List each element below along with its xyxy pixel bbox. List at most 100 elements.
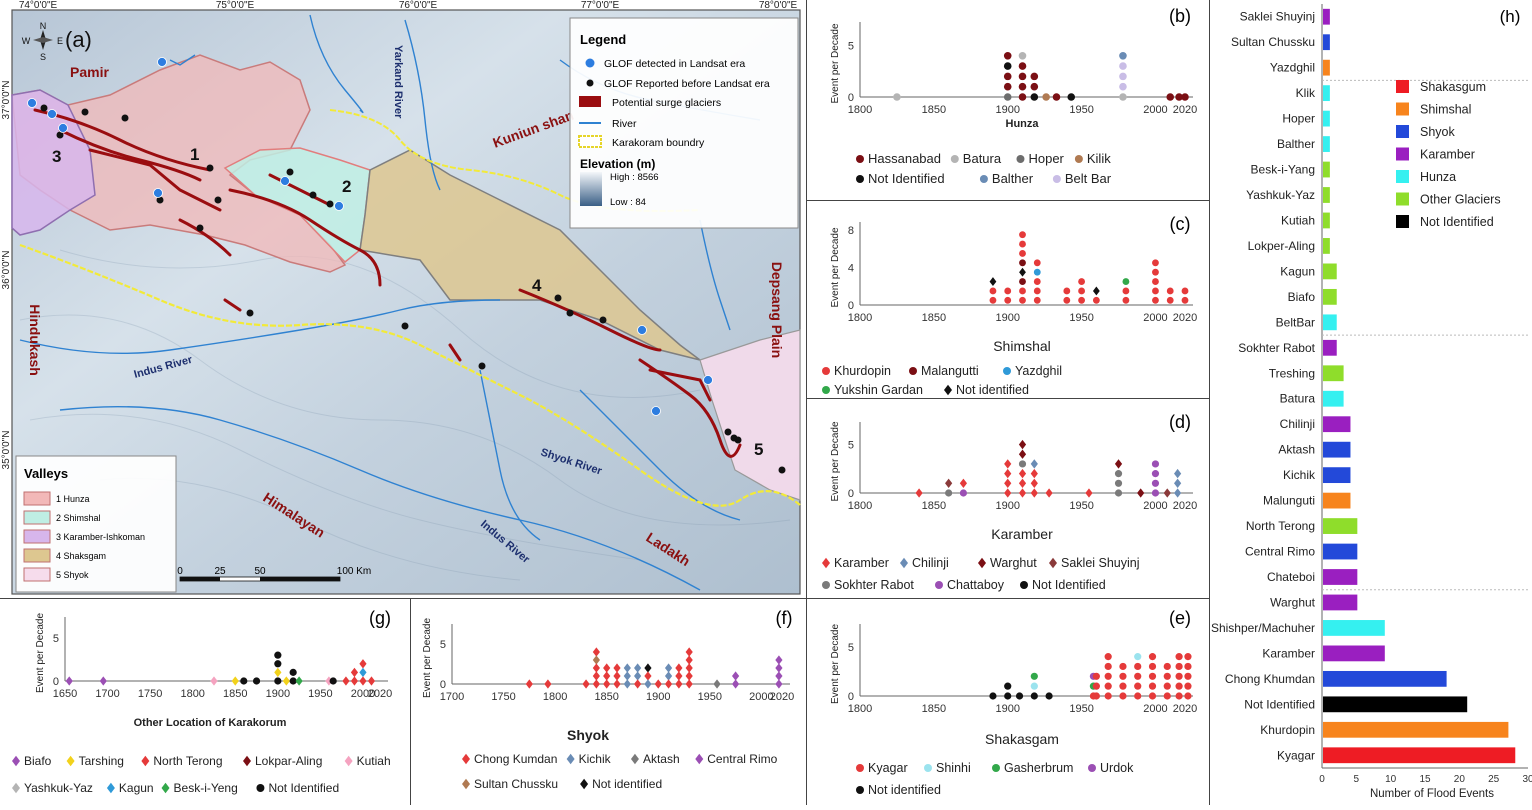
data-point (1004, 682, 1012, 690)
data-point (685, 679, 693, 689)
data-point (1166, 93, 1175, 101)
category-label: Kutiah (1281, 213, 1315, 227)
data-point (1063, 296, 1071, 304)
lon-label: 76°0'0"E (399, 0, 438, 11)
legend-entry: Biafo (24, 754, 52, 768)
lon-label: 77°0'0"E (581, 0, 620, 11)
chart-c-svg: (c) 1800 1850 1900 1950 2000 2020 0 4 8 Event per … (822, 214, 1197, 397)
legend-entry: Shimshal (1420, 103, 1471, 117)
data-point (1134, 672, 1142, 680)
data-point (1134, 692, 1142, 700)
data-point (1114, 470, 1123, 478)
category-label: Sultan Chussku (1231, 35, 1315, 49)
x-tick-label: 1950 (698, 691, 722, 703)
x-tick-label: 1850 (594, 691, 618, 703)
data-point (989, 287, 997, 295)
valley-number: 4 (532, 276, 542, 295)
y-tick-label: 5 (848, 40, 854, 52)
chart-panel-e: (e) 1800 1850 1900 1950 2000 2020 0 5 Event per D… (810, 600, 1208, 805)
data-point (274, 677, 282, 685)
data-point (644, 663, 652, 673)
data-point (1134, 682, 1142, 690)
compass-icon: N S E W (22, 21, 63, 62)
divider (806, 0, 807, 805)
data-point (1119, 682, 1127, 690)
lon-label: 75°0'0"E (216, 0, 255, 11)
x-tick-label: 1900 (995, 104, 1019, 116)
data-point (1003, 93, 1012, 101)
bar (1323, 136, 1330, 152)
bar (1323, 161, 1330, 178)
category-label: Not Identified (1244, 697, 1315, 711)
legend-swatch (1396, 215, 1409, 228)
legend-entry: Kichik (579, 752, 612, 766)
x-tick-label: 1800 (180, 688, 204, 700)
x-tick-label: 2000 (1143, 312, 1167, 324)
x-tick-label: 2020 (1173, 500, 1197, 512)
x-axis-label: Hunza (1006, 118, 1040, 130)
data-point (329, 677, 337, 685)
x-axis-label: Other Location of Karakorum (134, 717, 287, 729)
legend-item: Potential surge glaciers (612, 97, 721, 109)
data-point (1092, 682, 1100, 690)
legend-marker (141, 755, 150, 767)
data-point (1003, 82, 1012, 91)
legend-marker (856, 175, 864, 183)
x-tick-label: 1850 (223, 688, 247, 700)
data-point (295, 676, 303, 686)
y-axis-label: Event per Decade (422, 618, 433, 698)
data-point (1166, 296, 1174, 304)
x-tick-label: 0 (1319, 774, 1325, 785)
x-tick-label: 2020 (1173, 104, 1197, 116)
data-point (1078, 296, 1085, 304)
legend-marker (1003, 367, 1011, 375)
category-label: Yazdghil (1270, 61, 1315, 75)
x-tick-label: 2000 (1143, 703, 1167, 715)
category-label: Yashkuk-Yaz (1246, 188, 1315, 202)
data-point (1019, 259, 1026, 267)
data-point (1018, 468, 1027, 479)
valley-number: 3 (52, 147, 61, 166)
bar (1323, 721, 1509, 738)
bar (1323, 187, 1330, 203)
valley-number: 2 (342, 177, 351, 196)
legend-entry: Karamber (834, 556, 889, 570)
y-axis-label: Event per Decade (830, 23, 841, 103)
data-point (1181, 93, 1189, 101)
legend-entry: Other Glaciers (1420, 193, 1501, 207)
data-point (634, 679, 642, 689)
bar (1323, 492, 1351, 509)
legend-elevation-low: Low : 84 (610, 197, 646, 208)
legend-entry: Kilik (1087, 151, 1111, 166)
x-tick-label: 1900 (266, 688, 290, 700)
lon-label: 78°0'0"E (759, 0, 798, 11)
y-tick-label: 0 (848, 691, 854, 703)
y-tick-label: 0 (848, 300, 854, 312)
data-point (685, 647, 693, 657)
panel-label: (c) (1170, 214, 1191, 234)
data-point (1042, 93, 1050, 101)
data-point (350, 667, 359, 678)
x-tick-label: 1950 (1069, 703, 1093, 715)
data-point (1122, 296, 1130, 304)
x-tick-label: 2020 (1173, 703, 1197, 715)
data-point (1092, 672, 1100, 680)
legend-marker (822, 386, 830, 394)
data-point (1004, 488, 1012, 498)
category-label: Malunguti (1263, 494, 1315, 508)
legend-entry: Not identified (956, 383, 1029, 397)
bar (1323, 620, 1385, 636)
legend-entry: Khurdopin (834, 364, 891, 378)
data-point (274, 651, 282, 659)
data-point (274, 660, 282, 668)
data-point (1163, 488, 1171, 498)
legend-swatch (1396, 102, 1409, 116)
data-point (1004, 296, 1012, 304)
data-point (1119, 692, 1127, 700)
data-point (1163, 672, 1171, 680)
valley-item-label: 4 Shaksgam (56, 551, 106, 561)
data-point (1033, 296, 1041, 304)
legend-entry: Not Identified (1032, 578, 1106, 592)
legend-entry: Aktash (643, 752, 680, 766)
